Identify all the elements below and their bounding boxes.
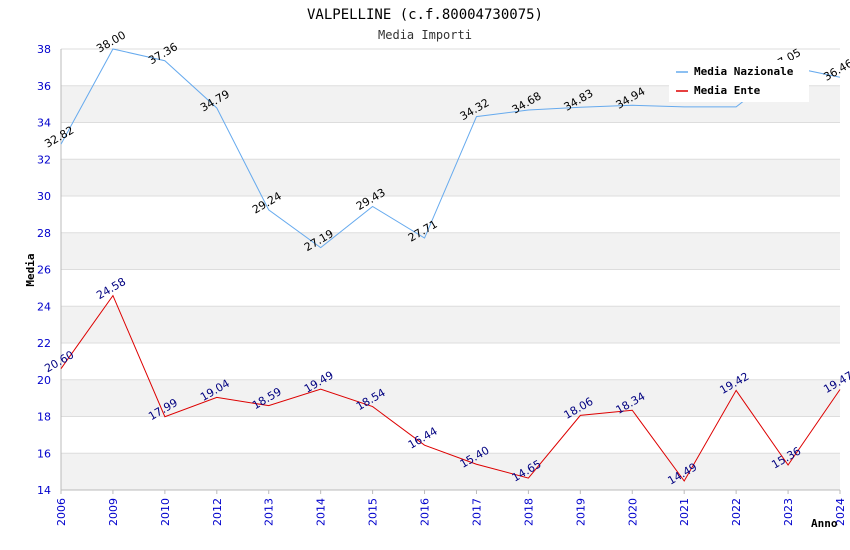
x-axis-label: Anno <box>811 517 838 530</box>
x-tick-label: 2024 <box>834 498 847 526</box>
x-tick-label: 2015 <box>367 498 380 526</box>
plot-band <box>61 379 840 417</box>
x-tick-label: 2014 <box>315 498 328 526</box>
plot-band <box>61 269 840 307</box>
x-tick-label: 2023 <box>782 498 795 526</box>
y-tick-label: 24 <box>37 300 51 313</box>
plot-band <box>61 122 840 160</box>
y-tick-label: 38 <box>37 43 51 56</box>
x-tick-label: 2020 <box>626 498 639 526</box>
legend: Media Nazionale Media Ente <box>669 60 809 102</box>
plot-band <box>61 453 840 490</box>
legend-label-media-ente: Media Ente <box>694 84 761 97</box>
y-tick-label: 22 <box>37 337 51 350</box>
y-axis-label: Media <box>24 253 37 286</box>
plot-band <box>61 343 840 380</box>
series-line-media-ente <box>60 294 841 482</box>
y-tick-label: 32 <box>37 153 51 166</box>
x-tick-label: 2022 <box>730 498 743 526</box>
chart-title: VALPELLINE (c.f.80004730075) <box>307 7 543 23</box>
x-tick-label: 2013 <box>263 498 276 526</box>
plot-band <box>61 306 840 343</box>
x-tick-label: 2009 <box>107 498 120 526</box>
chart-subtitle: Media Importi <box>378 28 472 42</box>
x-tick-label: 2010 <box>159 498 172 526</box>
y-tick-label: 36 <box>37 80 51 93</box>
legend-box <box>669 60 809 102</box>
plot-band <box>61 416 840 454</box>
plot-band <box>61 232 840 270</box>
series-line-media-nazionale <box>60 48 841 249</box>
y-tick-label: 34 <box>37 117 51 130</box>
x-tick-label: 2018 <box>522 498 535 526</box>
y-tick-label: 18 <box>37 411 51 424</box>
y-tick-label: 26 <box>37 264 51 277</box>
x-tick-label: 2006 <box>55 498 68 526</box>
plot-band <box>61 196 840 233</box>
y-axis-ticks: 14 16 18 20 22 24 26 28 30 32 34 36 38 <box>37 43 51 497</box>
y-tick-label: 30 <box>37 190 51 203</box>
legend-label-media-nazionale: Media Nazionale <box>694 65 794 78</box>
y-tick-label: 20 <box>37 374 51 387</box>
x-tick-label: 2016 <box>419 498 432 526</box>
x-tick-label: 2021 <box>678 498 691 526</box>
y-tick-label: 14 <box>37 484 51 497</box>
x-tick-label: 2017 <box>470 498 483 526</box>
x-tick-label: 2019 <box>574 498 587 526</box>
plot-background <box>60 48 840 491</box>
y-tick-label: 28 <box>37 227 51 240</box>
x-axis-ticks: 2006 2009 2010 2012 2013 2014 2015 2016 2017 2018… <box>55 490 847 526</box>
x-tick-label: 2012 <box>211 498 224 526</box>
y-tick-label: 16 <box>37 447 51 460</box>
